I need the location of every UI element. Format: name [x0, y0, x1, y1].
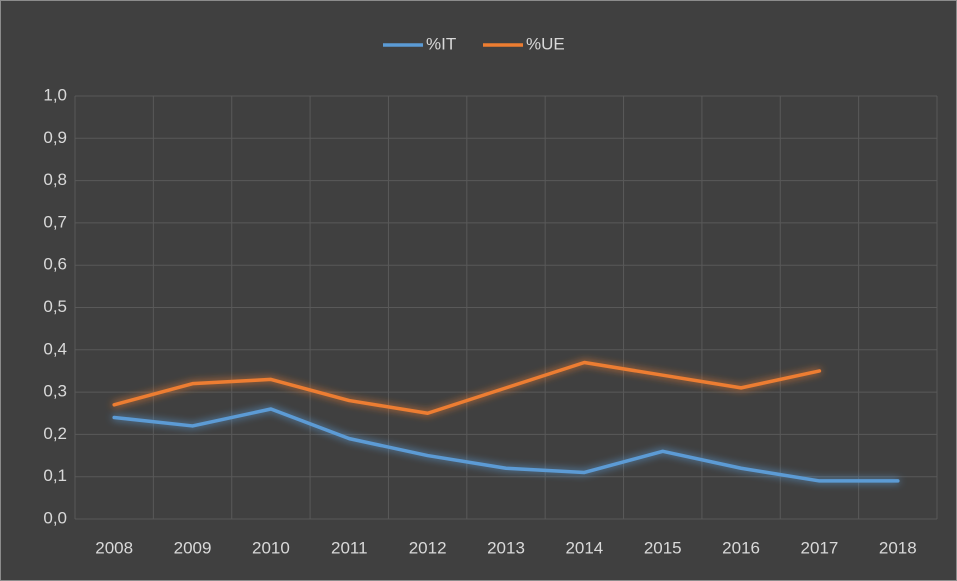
x-tick-label: 2013	[487, 538, 525, 557]
series-line	[112, 407, 900, 483]
y-tick-label: 0,0	[43, 508, 67, 527]
x-tick-label: 2014	[565, 538, 603, 557]
y-tick-label: 0,3	[43, 382, 67, 401]
y-tick-label: 0,7	[43, 212, 67, 231]
series-line	[112, 360, 822, 415]
x-tick-label: 2017	[801, 538, 839, 557]
y-tick-label: 0,6	[43, 255, 67, 274]
legend-label: %UE	[526, 34, 565, 53]
legend-label: %IT	[426, 34, 456, 53]
y-tick-label: 0,5	[43, 297, 67, 316]
y-tick-label: 0,2	[43, 424, 67, 443]
x-tick-label: 2016	[722, 538, 760, 557]
x-tick-label: 2010	[252, 538, 290, 557]
x-tick-label: 2008	[95, 538, 133, 557]
x-tick-label: 2012	[409, 538, 447, 557]
x-tick-label: 2011	[331, 538, 368, 557]
x-tick-label: 2018	[879, 538, 917, 557]
x-tick-label: 2015	[644, 538, 682, 557]
y-tick-label: 0,4	[43, 339, 67, 358]
y-tick-label: 1,0	[43, 85, 67, 104]
y-tick-label: 0,9	[43, 128, 67, 147]
x-tick-label: 2009	[174, 538, 212, 557]
y-tick-label: 0,8	[43, 170, 67, 189]
y-tick-label: 0,1	[43, 466, 67, 485]
